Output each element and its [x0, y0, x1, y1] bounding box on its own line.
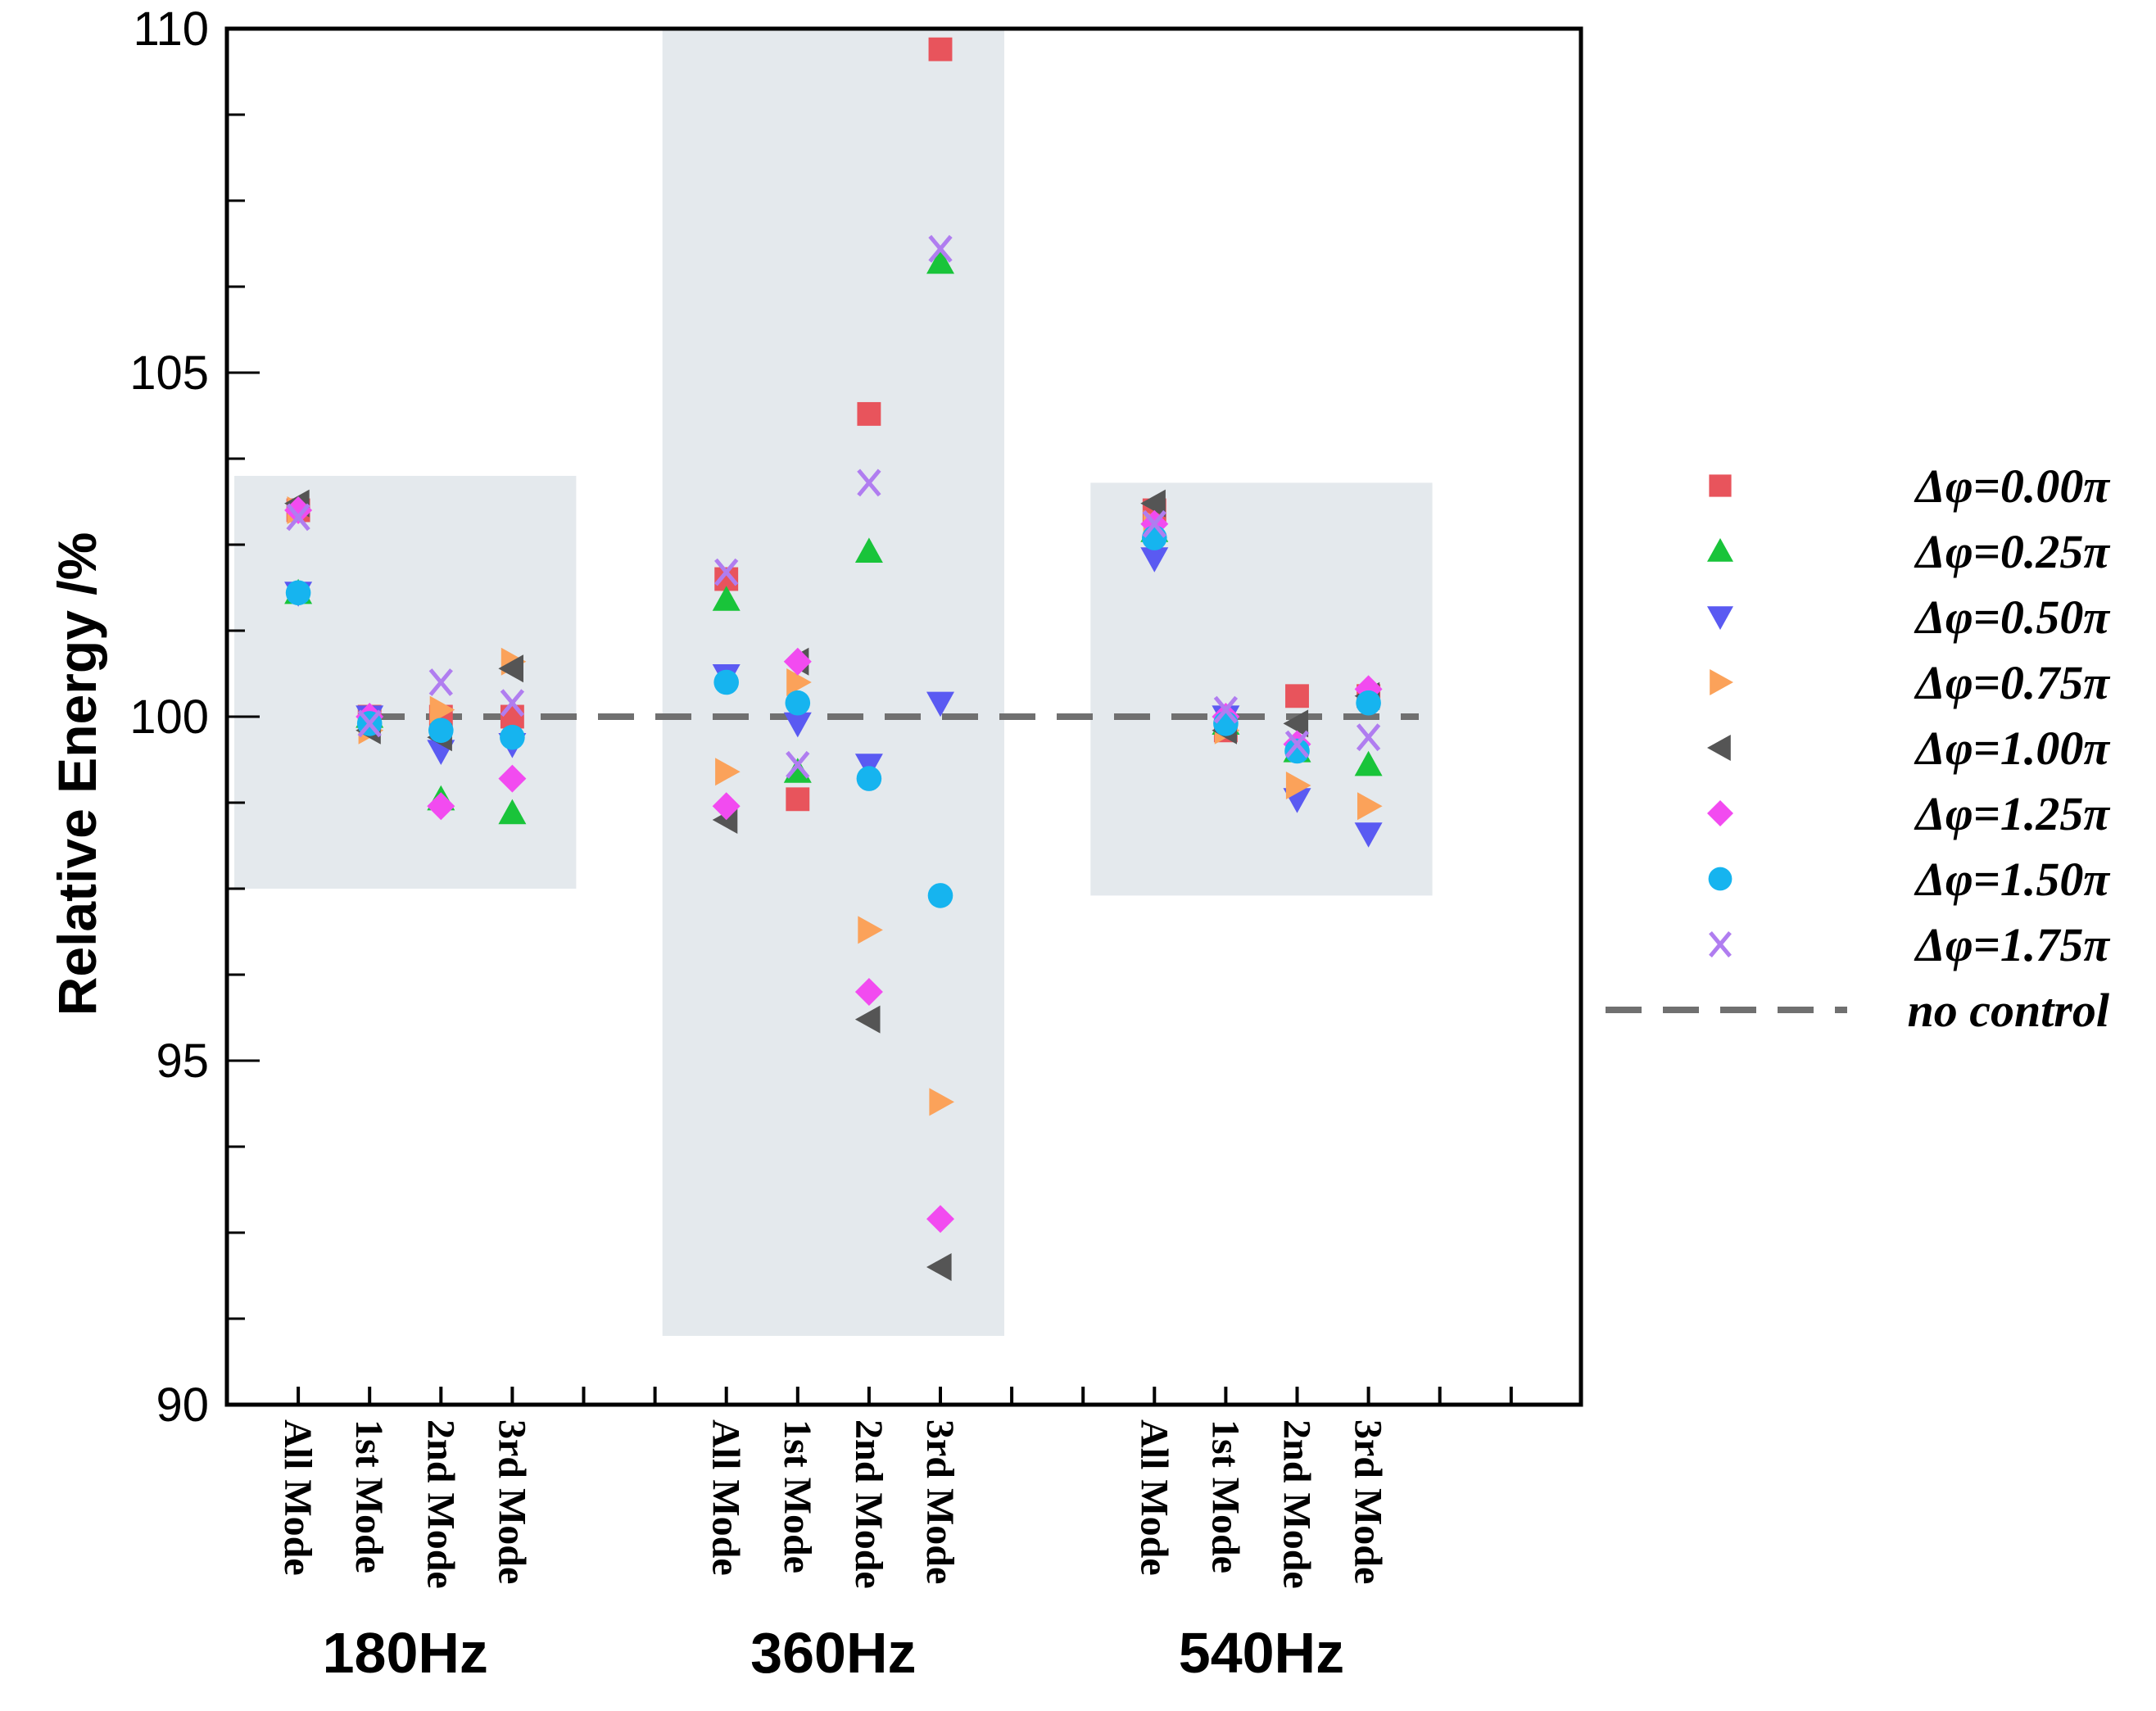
data-point: [1285, 772, 1311, 799]
data-point: [1354, 822, 1383, 848]
data-point: [1284, 730, 1310, 758]
group-label-360hz: 360Hz: [750, 1621, 916, 1685]
data-point: [1140, 489, 1166, 518]
x-tick-label: 2nd Mode: [1275, 1419, 1319, 1589]
data-point: [1140, 547, 1169, 573]
data-point: [926, 1253, 952, 1281]
data-point: [786, 787, 810, 812]
shaded-region-360hz: [662, 29, 1004, 1336]
legend-label: Δφ=0.75π: [1914, 656, 2110, 709]
y-tick-label: 110: [134, 2, 209, 56]
y-tick-label: 95: [156, 1034, 209, 1088]
data-point: [929, 1088, 954, 1116]
data-point: [1356, 690, 1381, 716]
data-point: [712, 586, 741, 611]
y-tick-label: 90: [156, 1378, 209, 1432]
data-point: [1283, 709, 1309, 738]
x-tick-label: 2nd Mode: [419, 1419, 462, 1589]
x-tick-label: All Mode: [704, 1419, 748, 1576]
data-point: [783, 712, 812, 738]
legend-marker: [1708, 867, 1732, 891]
data-point: [854, 537, 883, 563]
data-point: [1357, 792, 1383, 821]
data-point: [428, 717, 454, 744]
data-point: [714, 558, 739, 586]
data-point: [786, 750, 810, 779]
data-point: [1142, 525, 1167, 550]
x-tick-label: All Mode: [276, 1419, 319, 1576]
data-point: [712, 792, 741, 821]
data-point: [926, 1205, 954, 1233]
data-point: [428, 668, 453, 696]
legend-marker: [1710, 669, 1733, 695]
data-point: [498, 764, 527, 793]
group-label-540hz: 540Hz: [1179, 1621, 1344, 1685]
data-point: [285, 580, 311, 606]
data-point: [856, 766, 882, 791]
legend-label: no control: [1907, 984, 2109, 1037]
y-axis-label: Relative Energy /%: [47, 532, 107, 1016]
x-tick-label: 3rd Mode: [490, 1419, 533, 1584]
data-point: [500, 704, 524, 729]
y-tick-label: 105: [129, 346, 209, 400]
data-point: [715, 758, 741, 786]
data-point: [1284, 738, 1310, 764]
data-point: [926, 248, 954, 274]
data-point: [357, 709, 382, 738]
data-point: [284, 496, 313, 524]
data-point: [498, 799, 527, 825]
data-point: [854, 1005, 881, 1034]
data-point: [857, 401, 881, 426]
data-point: [928, 234, 953, 263]
x-tick-label: 3rd Mode: [918, 1419, 962, 1584]
data-point: [427, 792, 455, 821]
legend-label: Δφ=0.25π: [1914, 525, 2110, 578]
data-point: [785, 690, 811, 716]
data-point: [500, 724, 525, 750]
legend-label: Δφ=1.50π: [1914, 853, 2110, 906]
legend-label: Δφ=1.75π: [1914, 918, 2110, 971]
data-point: [286, 503, 310, 532]
data-point: [498, 654, 523, 683]
legend-marker: [1709, 474, 1732, 497]
x-tick-label: 1st Mode: [776, 1419, 819, 1573]
data-point: [783, 647, 812, 676]
legend-marker: [1707, 800, 1733, 826]
data-point: [928, 37, 953, 61]
group-label-180hz: 180Hz: [323, 1621, 488, 1685]
data-point: [713, 669, 739, 695]
legend-label: Δφ=0.50π: [1914, 591, 2110, 644]
data-point: [1354, 750, 1383, 776]
legend-marker: [1707, 606, 1733, 630]
x-tick-label: 1st Mode: [347, 1419, 391, 1573]
data-point: [1142, 509, 1166, 538]
x-tick-label: 1st Mode: [1203, 1419, 1247, 1573]
data-point: [1285, 684, 1309, 708]
data-point: [1213, 711, 1239, 736]
data-point: [927, 883, 953, 908]
legend-label: Δφ=1.25π: [1914, 787, 2110, 840]
data-point: [854, 978, 883, 1006]
legend-label: Δφ=0.00π: [1914, 459, 2110, 513]
data-point: [500, 689, 525, 717]
x-tick-label: All Mode: [1132, 1419, 1175, 1576]
data-point: [857, 468, 881, 497]
shaded-region-180hz: [234, 476, 577, 889]
x-tick-label: 3rd Mode: [1347, 1419, 1390, 1584]
legend-marker: [1707, 735, 1731, 761]
data-point: [1356, 723, 1381, 752]
data-point: [926, 691, 954, 717]
data-point: [858, 916, 883, 944]
data-point: [429, 695, 455, 724]
data-point: [786, 668, 812, 696]
legend-label: Δφ=1.00π: [1914, 722, 2110, 775]
legend-marker: [1707, 538, 1733, 562]
legend-marker: [1709, 930, 1732, 958]
y-tick-label: 100: [129, 690, 209, 744]
data-point: [783, 758, 812, 783]
data-point: [1213, 695, 1239, 724]
x-tick-label: 2nd Mode: [847, 1419, 890, 1589]
